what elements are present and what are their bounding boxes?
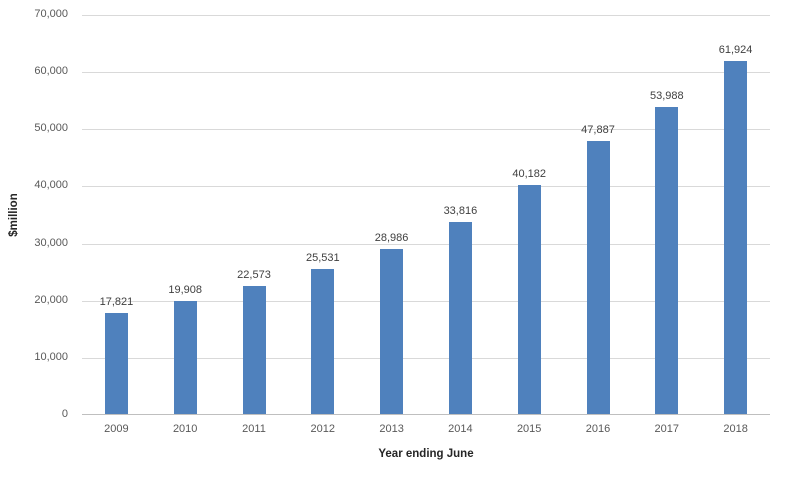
bar: [380, 249, 404, 414]
y-tick-label: 0: [61, 408, 68, 420]
x-tick-label: 2009: [104, 423, 129, 435]
bar-value-label: 33,816: [443, 204, 478, 217]
bar-value-label: 19,908: [168, 284, 203, 297]
y-tick-label: 60,000: [34, 65, 68, 78]
x-tick-label: 2011: [242, 423, 266, 435]
y-tick-label: 50,000: [34, 122, 68, 135]
x-axis-line: [82, 414, 770, 415]
x-tick-label: 2012: [310, 423, 336, 435]
bar-value-label: 28,986: [374, 232, 409, 245]
gridline: [82, 129, 770, 131]
y-tick-label: 70,000: [34, 8, 68, 20]
gridline: [82, 243, 770, 245]
gridline: [82, 357, 770, 359]
bar: [448, 221, 472, 414]
bar: [311, 269, 335, 414]
gridline: [82, 300, 770, 302]
gridline: [82, 186, 770, 188]
x-tick-label: 2018: [723, 423, 748, 435]
bar-value-label: 61,924: [718, 44, 753, 57]
x-axis-title: Year ending June: [378, 448, 474, 460]
x-tick-label: 2014: [448, 423, 473, 435]
y-tick-label: 40,000: [34, 179, 68, 192]
bar: [586, 141, 610, 414]
x-tick-label: 2010: [172, 423, 198, 435]
bar-value-label: 47,887: [581, 124, 615, 137]
bar-value-label: 22,573: [237, 269, 271, 282]
gridline: [82, 72, 770, 74]
x-tick-label: 2017: [654, 423, 680, 435]
bar-value-label: 17,821: [99, 296, 134, 309]
y-tick-label: 10,000: [34, 350, 68, 363]
y-tick-label: 20,000: [34, 293, 68, 306]
y-tick-label: 30,000: [34, 236, 68, 249]
bar: [104, 313, 128, 414]
bar-value-label: 25,531: [305, 252, 340, 265]
bar: [517, 185, 541, 414]
x-tick-label: 2015: [516, 423, 542, 435]
x-tick-label: 2016: [585, 423, 611, 435]
bar: [655, 106, 679, 414]
gridline: [82, 15, 770, 16]
bar: [173, 301, 197, 414]
y-axis-title: $million: [8, 193, 20, 237]
x-tick-label: 2013: [379, 423, 404, 435]
bar: [724, 61, 748, 414]
plot-area: 17,821 19,908 22,573 25,531 28,986 33,816 40,1…: [82, 15, 770, 415]
bar-value-label: 40,182: [512, 168, 547, 181]
bar: [242, 286, 266, 414]
bar-value-label: 53,988: [649, 89, 684, 102]
